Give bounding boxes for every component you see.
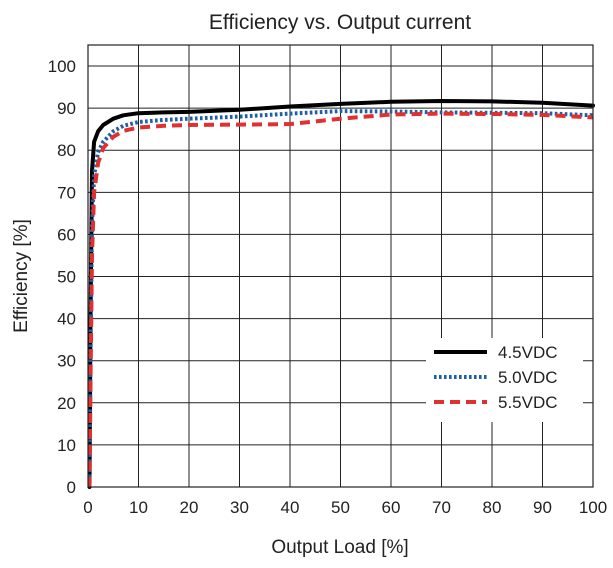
series-line-2 xyxy=(87,109,594,488)
tick-labels: 0 10 20 30 40 50 60 70 80 90 100 0 10 20 30 40 50 60 70 80 9… xyxy=(48,57,608,517)
y-tick-label: 0 xyxy=(67,478,76,497)
legend-label-2: 5.0VDC xyxy=(498,368,558,387)
series-line-3 xyxy=(87,111,594,488)
legend: 4.5VDC 5.0VDC 5.5VDC xyxy=(426,338,583,422)
plot-frame xyxy=(87,44,594,488)
chart-title: Efficiency vs. Output current xyxy=(209,11,471,34)
y-tick-label: 50 xyxy=(57,268,76,287)
legend-label-1: 4.5VDC xyxy=(498,343,558,362)
x-tick-label: 70 xyxy=(432,498,451,517)
x-tick-label: 100 xyxy=(579,498,607,517)
x-tick-label: 40 xyxy=(281,498,300,517)
x-tick-label: 0 xyxy=(83,498,92,517)
series-line-1 xyxy=(87,99,595,489)
y-tick-label: 60 xyxy=(57,225,76,244)
x-tick-label: 90 xyxy=(533,498,552,517)
x-tick-label: 60 xyxy=(382,498,401,517)
y-tick-label: 40 xyxy=(57,310,76,329)
x-axis-label: Output Load [%] xyxy=(271,537,408,558)
y-tick-label: 20 xyxy=(57,394,76,413)
x-tick-label: 30 xyxy=(230,498,249,517)
y-tick-label: 10 xyxy=(57,436,76,455)
y-tick-label: 90 xyxy=(57,99,76,118)
y-tick-label: 30 xyxy=(57,352,76,371)
x-tick-label: 20 xyxy=(180,498,199,517)
legend-label-3: 5.5VDC xyxy=(498,393,558,412)
y-tick-label: 80 xyxy=(57,141,76,160)
x-tick-label: 50 xyxy=(331,498,350,517)
y-tick-label: 70 xyxy=(57,183,76,202)
x-tick-label: 10 xyxy=(129,498,148,517)
x-tick-label: 80 xyxy=(483,498,502,517)
y-tick-label: 100 xyxy=(48,57,76,76)
series-lines xyxy=(87,99,595,489)
y-axis-label: Efficiency [%] xyxy=(11,219,32,333)
